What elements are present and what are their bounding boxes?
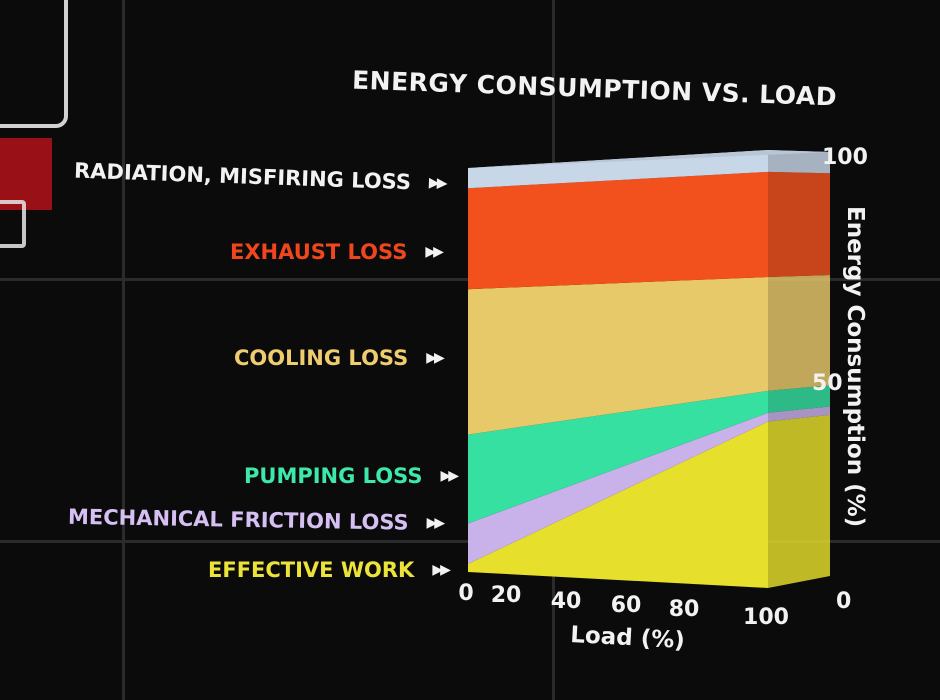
area-series-0 bbox=[468, 421, 768, 588]
legend-item-cooling: COOLING LOSS ▶▶ bbox=[234, 346, 445, 370]
x-tick-label: 80 bbox=[669, 597, 700, 622]
x-tick-label: 20 bbox=[491, 583, 522, 608]
area-series-1 bbox=[468, 412, 768, 564]
x-axis-title: Load (%) bbox=[570, 622, 686, 654]
x-tick-label: 40 bbox=[551, 589, 582, 614]
area-side-2 bbox=[768, 385, 830, 413]
area-series-2 bbox=[468, 390, 768, 524]
y-tick-label: 100 bbox=[822, 145, 868, 170]
legend-item-effective: EFFECTIVE WORK ▶▶ bbox=[208, 558, 451, 582]
area-top-face bbox=[468, 150, 830, 168]
legend-item-pumping: PUMPING LOSS ▶▶ bbox=[244, 464, 459, 488]
decorative-outline bbox=[0, 0, 68, 128]
area-side-4 bbox=[768, 171, 830, 278]
legend-label: PUMPING LOSS bbox=[244, 464, 423, 488]
area-side-0 bbox=[768, 414, 830, 588]
area-series-3 bbox=[468, 277, 768, 435]
area-series-4 bbox=[468, 171, 768, 290]
legend-item-exhaust: EXHAUST LOSS ▶▶ bbox=[230, 240, 444, 264]
x-tick-label: 100 bbox=[743, 605, 789, 630]
y-tick-label: 50 bbox=[812, 371, 843, 396]
area-side-5 bbox=[768, 150, 830, 174]
area-series-5 bbox=[468, 150, 768, 189]
x-tick-label: 60 bbox=[611, 593, 642, 618]
fast-forward-icon: ▶▶ bbox=[432, 562, 450, 578]
fast-forward-icon: ▶▶ bbox=[426, 350, 444, 366]
legend-label: COOLING LOSS bbox=[234, 346, 409, 370]
decorative-red-block bbox=[0, 138, 52, 210]
legend-label: EFFECTIVE WORK bbox=[208, 558, 415, 582]
legend-label: EXHAUST LOSS bbox=[230, 240, 408, 264]
y-tick-label: 0 bbox=[836, 589, 851, 614]
x-tick-label: 0 bbox=[458, 581, 473, 606]
area-side-3 bbox=[768, 274, 830, 391]
fast-forward-icon: ▶▶ bbox=[425, 244, 443, 260]
decorative-outline bbox=[0, 200, 26, 248]
screen-bezel bbox=[122, 0, 125, 700]
fast-forward-icon: ▶▶ bbox=[440, 468, 458, 484]
y-axis-title: Energy Consumption (%) bbox=[842, 206, 868, 527]
area-side-1 bbox=[768, 406, 830, 422]
